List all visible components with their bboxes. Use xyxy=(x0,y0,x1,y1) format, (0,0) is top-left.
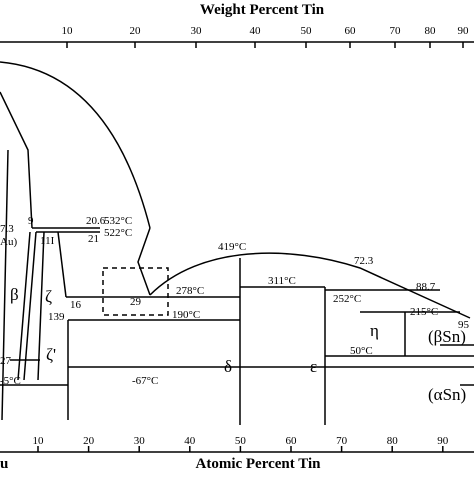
liquidus-left xyxy=(0,91,33,229)
liquidus xyxy=(0,61,151,229)
label: 95 xyxy=(458,319,470,331)
label: 215°C xyxy=(410,306,438,318)
label: 9 xyxy=(28,215,34,227)
label: 20.6 xyxy=(86,215,106,227)
top-tick-label: 60 xyxy=(345,25,357,37)
beta-left xyxy=(17,231,31,381)
top-tick-label: 90 xyxy=(458,25,470,37)
top-tick-label: 50 xyxy=(301,25,313,37)
top-tick-label: 10 xyxy=(62,25,74,37)
label: 139 xyxy=(48,311,65,323)
top-tick-label: 40 xyxy=(250,25,262,37)
label: 16 xyxy=(70,299,82,311)
phase-label: ζ xyxy=(45,287,52,306)
phase-label: ε xyxy=(310,357,317,376)
bottom-tick-label: 50 xyxy=(235,435,247,447)
beta-right xyxy=(23,231,37,381)
bottom-axis-title: Atomic Percent Tin xyxy=(196,456,322,472)
bottom-tick-label: 70 xyxy=(336,435,348,447)
top-tick-label: 80 xyxy=(425,25,437,37)
label: 532°C xyxy=(104,215,132,227)
phase-label: (βSn) xyxy=(428,327,466,346)
liquidus-dome xyxy=(149,252,471,319)
label: 50°C xyxy=(350,345,373,357)
label: 21 xyxy=(88,233,99,245)
bottom-tick-label: 20 xyxy=(83,435,95,447)
phase-label: β xyxy=(10,285,19,304)
label: 419°C xyxy=(218,241,246,253)
label: 72.3 xyxy=(354,255,374,267)
zeta-right xyxy=(57,231,67,298)
label: Au) xyxy=(0,236,17,248)
phase-label: η xyxy=(370,321,379,340)
top-axis-title: Weight Percent Tin xyxy=(200,2,325,18)
label: 11I xyxy=(40,235,55,247)
label: 7.3 xyxy=(0,223,14,235)
label: -67°C xyxy=(132,375,158,387)
bottom-tick-label: 80 xyxy=(387,435,399,447)
phase-label: δ xyxy=(224,357,232,376)
zeta-left xyxy=(37,231,45,381)
label: 252°C xyxy=(333,293,361,305)
boundary xyxy=(1,149,9,421)
bottom-axis-left-label: u xyxy=(0,456,8,472)
label: 88.7 xyxy=(416,281,436,293)
top-tick-label: 30 xyxy=(191,25,203,37)
phase-label: (αSn) xyxy=(428,385,466,404)
bottom-tick-label: 60 xyxy=(286,435,298,447)
bottom-tick-label: 10 xyxy=(33,435,45,447)
liquidus-right xyxy=(137,227,151,296)
phase-label: ζ' xyxy=(46,345,56,364)
bottom-tick-label: 30 xyxy=(134,435,146,447)
label: 27 xyxy=(0,355,12,367)
label: -5°C xyxy=(0,375,21,387)
highlight-box xyxy=(102,267,169,316)
bottom-tick-label: 40 xyxy=(184,435,196,447)
label: 522°C xyxy=(104,227,132,239)
ticks: 10 20 30 40 50 60 70 80 90 10 20 30 40 50 60 70 80 90 xyxy=(33,25,470,452)
bottom-tick-label: 90 xyxy=(437,435,449,447)
label: 311°C xyxy=(268,275,296,287)
label: 190°C xyxy=(172,309,200,321)
label: 278°C xyxy=(176,285,204,297)
top-tick-label: 20 xyxy=(130,25,142,37)
top-tick-label: 70 xyxy=(390,25,402,37)
label: 29 xyxy=(130,296,142,308)
